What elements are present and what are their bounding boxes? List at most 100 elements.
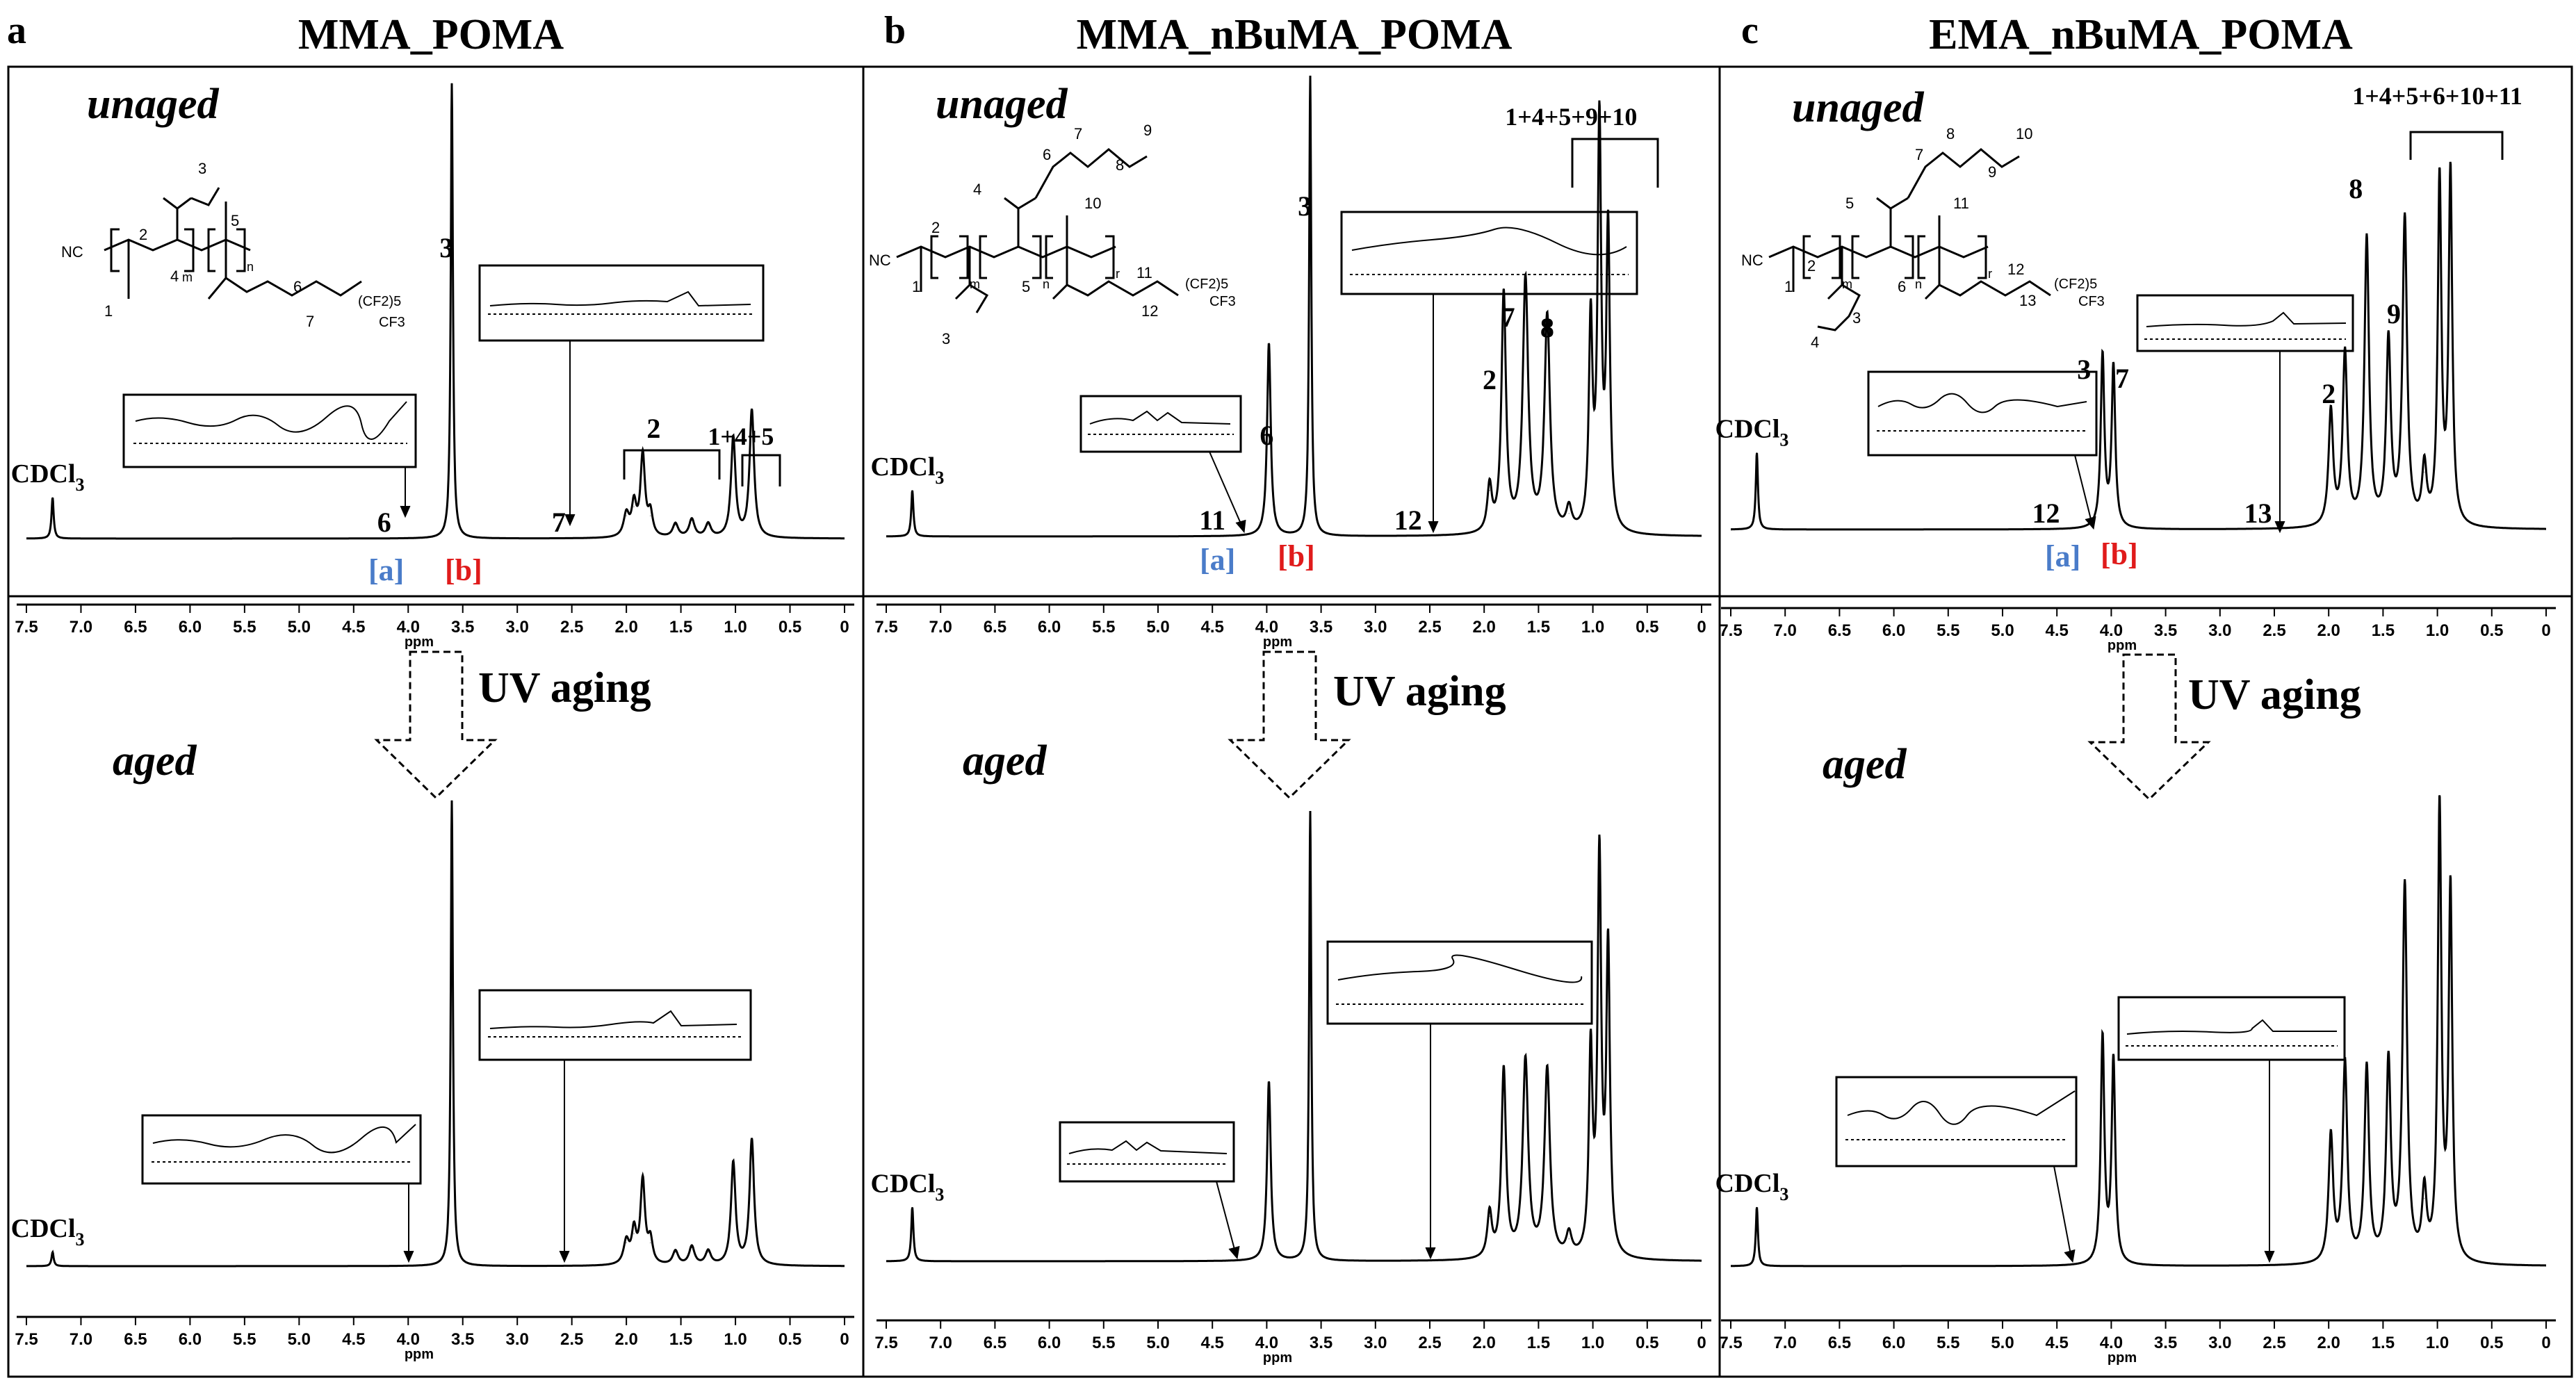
peak-mark (2366, 1071, 2367, 1072)
x-tick-label: 5.5 (1937, 1334, 1959, 1352)
spectrum-unaged-2: 7.5 7.0 6.5 6.0 5.5 5.0 4.5 4.0 3.5 3.0 2.5 2.0 1.5 1… (871, 75, 1711, 650)
svg-text:7: 7 (1074, 125, 1082, 142)
panel-c-bracket (2409, 131, 2504, 160)
svg-text:CF3: CF3 (379, 315, 405, 330)
panel-c-inset-1 (1867, 370, 2098, 530)
svg-text:CF3: CF3 (2078, 294, 2105, 309)
spectrum-aged-1: 7.5 7.0 6.5 6.0 5.5 5.0 4.5 4.0 3.5 3.0 2.5 2.0 1.5 1… (11, 800, 854, 1362)
x-tick-label: 5.5 (1092, 618, 1115, 637)
panel-a-uv-label: UV aging (478, 664, 651, 712)
panel-a-inset-4 (478, 989, 752, 1263)
x-tick-label: 1.5 (669, 1330, 692, 1349)
x-tick-label: 4.5 (1201, 618, 1224, 637)
peak-label: 2 (1483, 364, 1497, 395)
x-tick-label: 1.0 (724, 618, 747, 637)
x-tick-label: 5.5 (233, 618, 256, 637)
panel-b-bracket (1571, 138, 1659, 188)
panel-a-bracket-145 (741, 454, 781, 486)
spectrum-aged-3: 7.5 7.0 6.5 6.0 5.5 5.0 4.5 4.0 3.5 3.0 2.5 2.0 1.5 1… (871, 810, 1711, 1366)
peak-mark (2366, 241, 2367, 243)
x-tick-label: 7.5 (15, 1330, 38, 1349)
peak-label: 11 (1199, 505, 1225, 536)
panel-c-uv-label: UV aging (2188, 671, 2361, 719)
x-tick-label: 3.0 (2208, 621, 2231, 640)
panel-c-structure (1768, 148, 2051, 331)
peak-mark (1503, 1072, 1504, 1073)
svg-text:2: 2 (139, 226, 147, 243)
peak-mark (1599, 131, 1600, 132)
panel-b-marker-a: [a] (1200, 543, 1235, 577)
peak-label: 12 (2032, 498, 2060, 529)
x-tick-label: 2.5 (1418, 1334, 1441, 1352)
x-tick-label: 2.0 (1473, 1334, 1496, 1352)
x-tick-label: 4.5 (2046, 1334, 2069, 1352)
x-tick-label: 1.5 (2372, 621, 2395, 640)
svg-text:(CF2)5: (CF2)5 (358, 294, 401, 309)
x-tick-label: 3.5 (451, 618, 474, 637)
svg-text:4: 4 (973, 181, 981, 198)
peak-label: 1+4+5+6+10+11 (2352, 82, 2522, 110)
svg-text:NC: NC (869, 252, 891, 269)
x-axis-label: ppm (405, 634, 434, 650)
peak-label: 2 (646, 413, 660, 444)
x-tick-label: 5.0 (1991, 621, 2014, 640)
svg-text:12: 12 (2007, 261, 2024, 278)
panel-c-inset-4 (2117, 996, 2346, 1263)
panel-a-structure (104, 187, 362, 300)
peak-label: 8 (1540, 312, 1554, 343)
x-tick-label: 4.5 (342, 1330, 365, 1349)
x-tick-label: 4.0 (2100, 1334, 2123, 1352)
panel-a-inset-3 (141, 1114, 422, 1263)
x-tick-label: 5.5 (1937, 621, 1959, 640)
panel-b-inset-3 (1059, 1121, 1240, 1260)
panel-b-marker-b: [b] (1278, 539, 1315, 573)
panel-a: a MMA_POMA unaged aged NC 1 2 3 4 5 (7, 9, 865, 1378)
x-tick-label: 6.0 (1882, 1334, 1905, 1352)
x-tick-label: 4.0 (1255, 1334, 1278, 1352)
x-tick-label: 7.5 (1719, 1334, 1742, 1352)
x-tick-label: 3.5 (2154, 621, 2177, 640)
x-tick-label: 6.0 (1882, 621, 1905, 640)
x-tick-label: 0.5 (2480, 1334, 2503, 1352)
svg-text:2: 2 (1807, 257, 1816, 274)
panel-a-inset-1 (122, 393, 417, 518)
panel-b-unaged-label: unaged (936, 81, 1068, 128)
peak-label: 3 (1298, 190, 1312, 222)
spectrum-line (1731, 161, 2546, 531)
x-tick-label: 2.5 (2263, 621, 2285, 640)
x-tick-label: 1.5 (1527, 1334, 1550, 1352)
x-tick-label: 7.0 (929, 1334, 952, 1352)
x-tick-label: 6.5 (1828, 1334, 1851, 1352)
x-tick-label: 5.0 (1146, 618, 1169, 637)
x-tick-label: 7.0 (1774, 1334, 1797, 1352)
x-tick-label: 5.0 (288, 1330, 311, 1349)
svg-text:9: 9 (1988, 163, 1996, 181)
peak-label: 2 (2322, 378, 2335, 409)
x-tick-label: 0 (840, 1330, 849, 1349)
x-tick-label: 7.5 (874, 618, 897, 637)
x-tick-label: 6.0 (1038, 618, 1061, 637)
peak-mark (751, 1140, 753, 1141)
panel-c-unaged-label: unaged (1792, 84, 1924, 131)
panel-a-inset-2 (478, 264, 765, 527)
svg-text:7: 7 (1915, 146, 1923, 163)
x-tick-label: 4.0 (397, 618, 420, 637)
svg-text:13: 13 (2019, 292, 2036, 309)
peak-label: 12 (1394, 505, 1422, 536)
panel-b-letter: b (884, 9, 906, 52)
peak-label: 6 (377, 507, 391, 538)
svg-text:m: m (1842, 277, 1852, 291)
x-tick-label: 0 (2541, 1334, 2550, 1352)
svg-text:11: 11 (1136, 264, 1152, 281)
x-tick-label: 2.5 (560, 1330, 583, 1349)
peak-mark (1756, 1206, 1757, 1208)
panel-c-structure-labels: NC 1 2 3 4 5 6 7 8 9 10 11 12 13 m n r (… (1741, 125, 2105, 351)
spectrum-line (1731, 795, 2546, 1268)
x-tick-label: 7.5 (15, 618, 38, 637)
svg-text:r: r (1116, 267, 1120, 281)
x-tick-label: 0.5 (1636, 1334, 1658, 1352)
peak-mark (2439, 183, 2440, 185)
x-tick-label: 7.5 (1719, 621, 1742, 640)
svg-text:m: m (970, 277, 980, 291)
svg-text:(CF2)5: (CF2)5 (1185, 277, 1228, 292)
